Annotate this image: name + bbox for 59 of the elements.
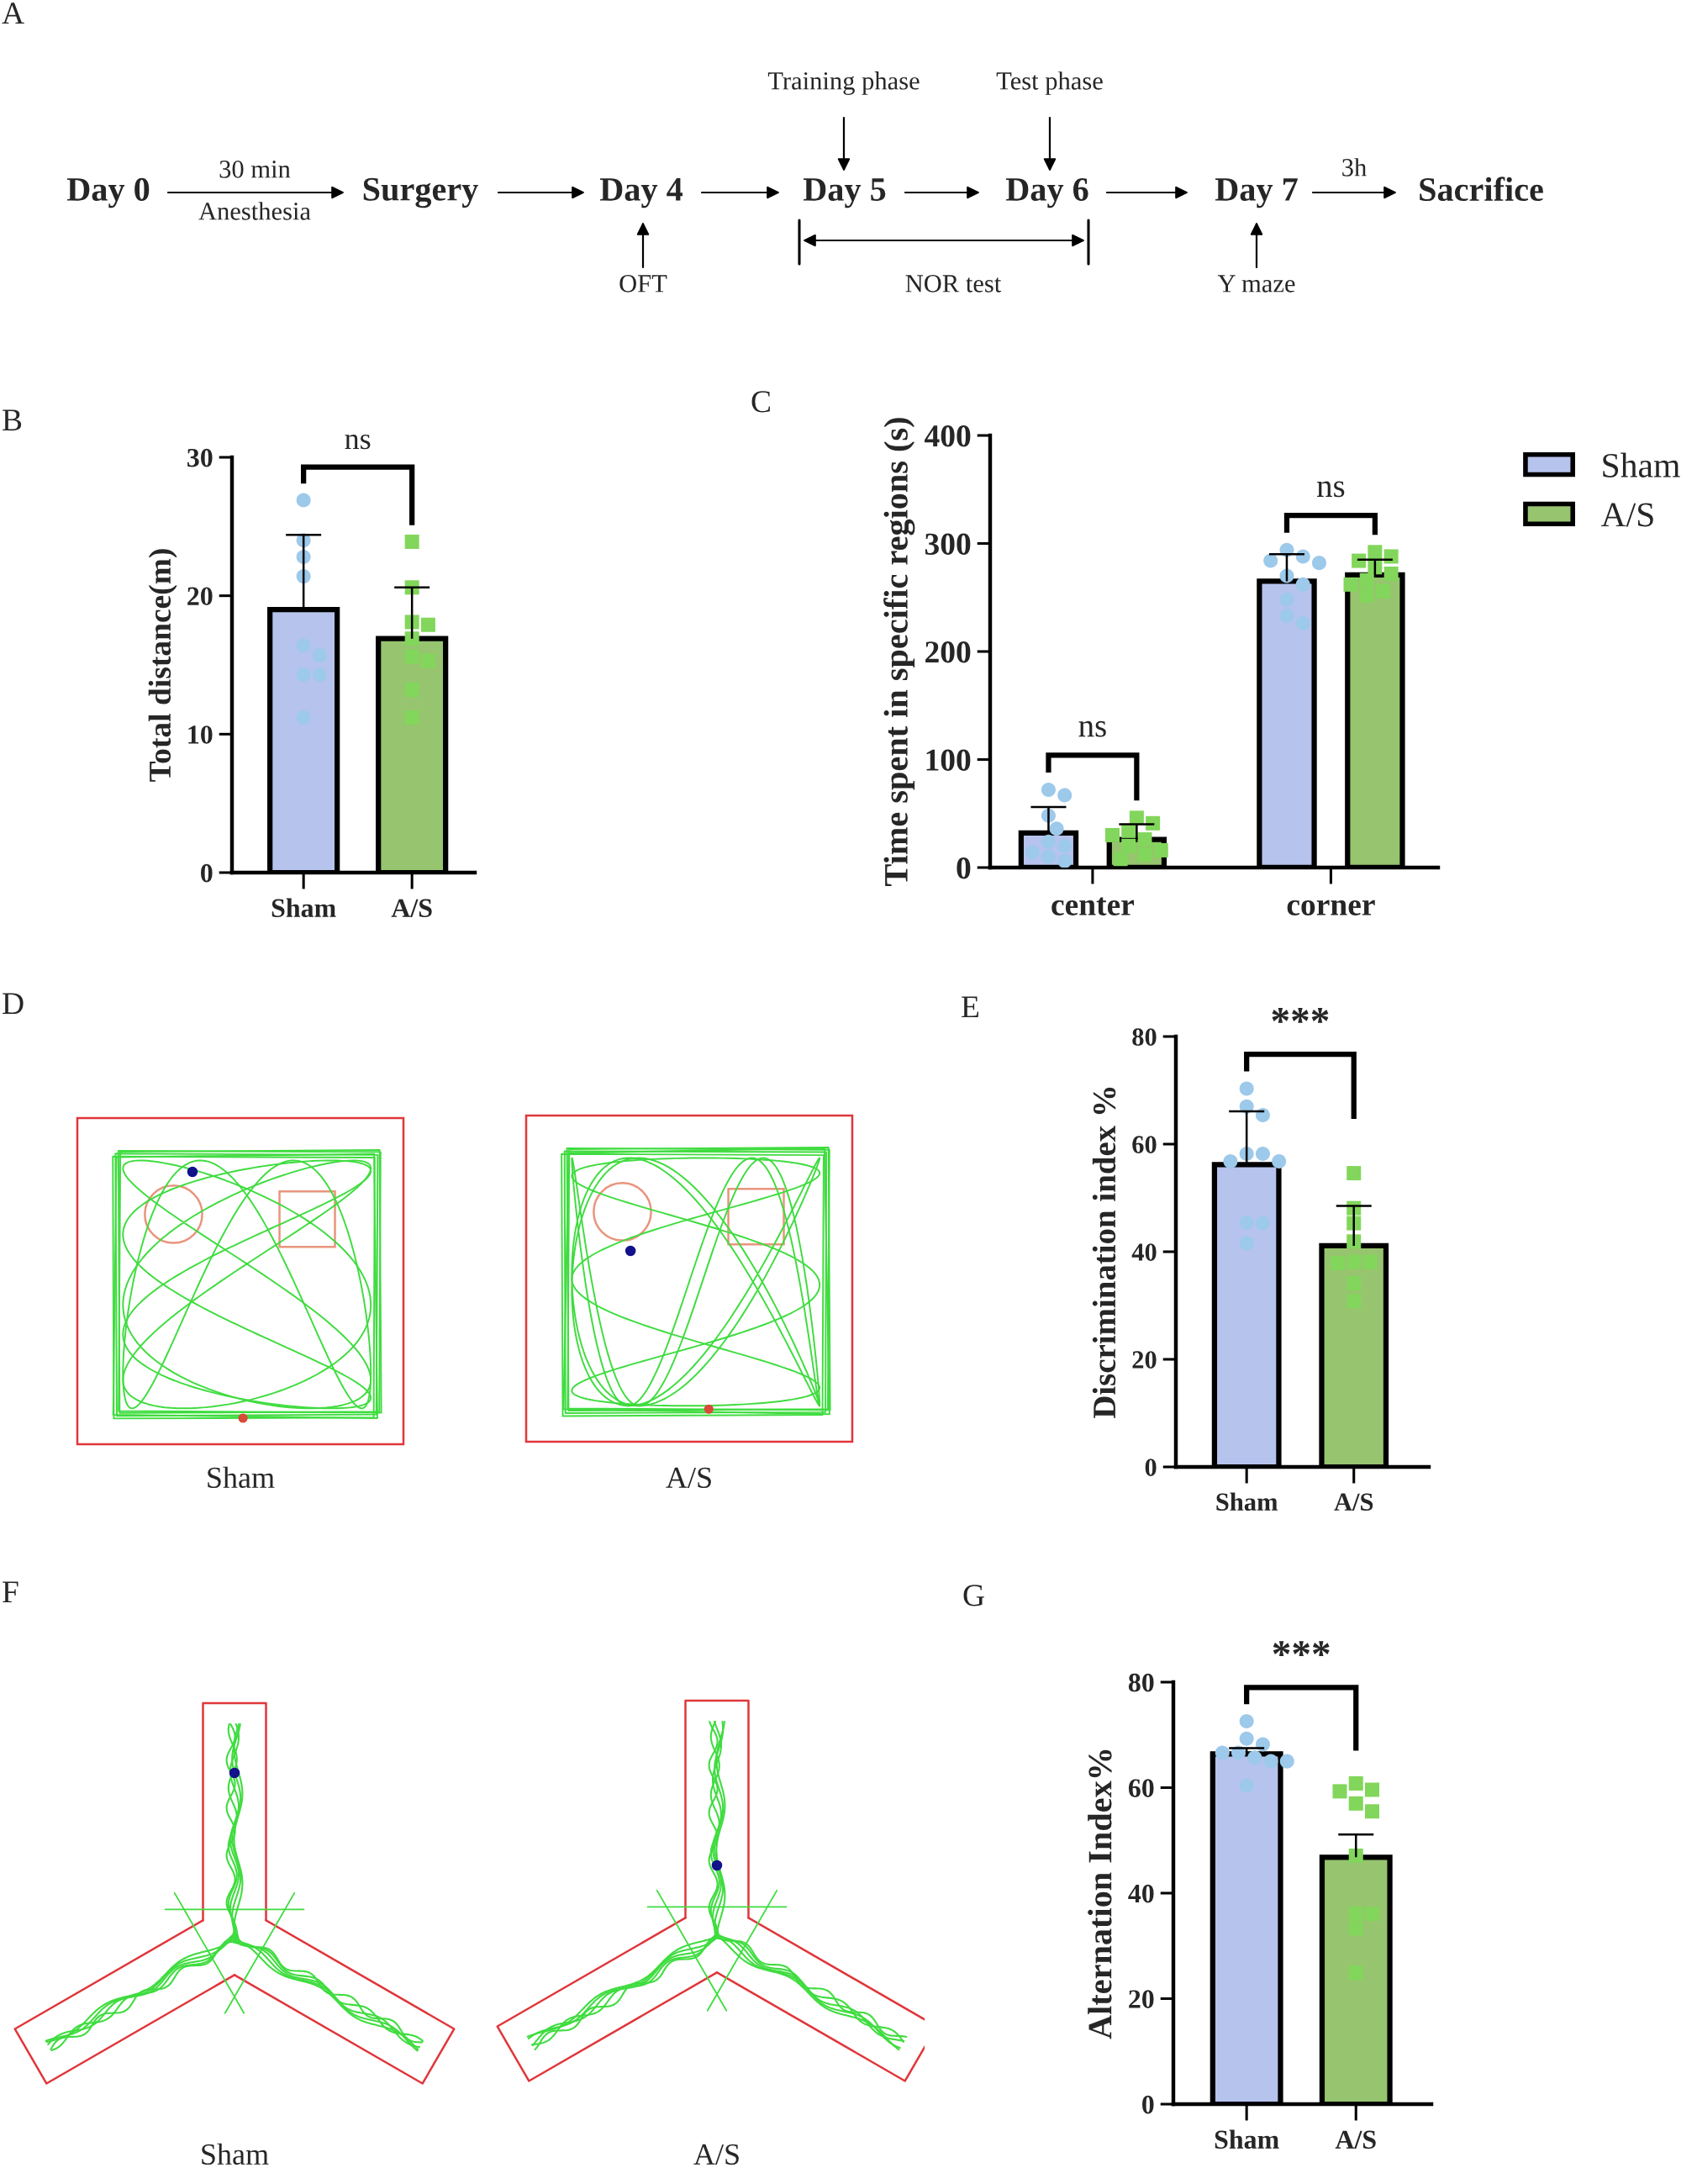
chart-title: B (3, 409, 22, 431)
text: A/S (693, 2144, 739, 2166)
y-tick-label: 0 (1142, 2095, 1154, 2114)
y-tick-label: 100 (926, 749, 971, 771)
y-tick-label: 300 (925, 533, 971, 555)
text: *** (1272, 1008, 1329, 1023)
chart-title: E (962, 996, 979, 1018)
legend-label: Sham (1603, 452, 1680, 477)
text: OFT (619, 275, 667, 293)
text: Sacrifice (1420, 177, 1543, 202)
text: 30 min (219, 161, 291, 178)
y-tick-label: 20 (1129, 1990, 1154, 2008)
chart-title: C (751, 391, 770, 413)
y-tick-label: 10 (188, 725, 213, 744)
x-tick-label: A/S (391, 899, 432, 918)
text: ns (345, 434, 371, 450)
y-tick-label: 20 (1132, 1351, 1157, 1369)
y-tick-label: 30 (187, 448, 213, 467)
text: Day 6 (1005, 177, 1088, 208)
text: Day 0 (66, 177, 150, 208)
text: Sham (208, 1466, 275, 1489)
x-tick-label: corner (1287, 899, 1375, 915)
y-tick-label: 60 (1128, 1779, 1154, 1797)
x-tick-label: Sham (271, 898, 336, 918)
y-tick-label: 40 (1128, 1884, 1154, 1903)
y-axis-title: Time spent in specific regions (s) (883, 418, 915, 886)
y-tick-label: 0 (201, 863, 213, 883)
y-tick-label: 40 (1131, 1243, 1157, 1261)
text: Day 7 (1215, 178, 1298, 208)
text: Test phase (996, 71, 1103, 95)
annotation: ns (1078, 720, 1106, 737)
text: Surgery (363, 177, 478, 208)
text: A/S (666, 1467, 711, 1489)
y-tick-label: 200 (925, 641, 971, 663)
text: *** (1273, 1641, 1330, 1656)
text: Training phase (767, 71, 920, 95)
text: D (3, 993, 24, 1015)
text: 3h (1342, 158, 1367, 177)
y-tick-label: 60 (1132, 1136, 1157, 1153)
legend-label: A/S (1600, 503, 1653, 527)
y-tick-label: 80 (1132, 1028, 1157, 1046)
text: NOR test (905, 275, 1002, 293)
y-axis-title: Discrimination index % (1092, 1087, 1116, 1419)
y-axis-title: Alternation Index% (1088, 1749, 1112, 2039)
text: Anesthesia (198, 202, 311, 220)
annotation: ns (1317, 481, 1345, 498)
y-tick-label: 400 (925, 425, 971, 447)
x-tick-label: center (1051, 897, 1135, 915)
y-tick-label: 0 (1145, 1459, 1157, 1476)
chart-title: G (963, 1585, 984, 1606)
y-tick-label: 0 (957, 857, 971, 879)
y-axis-title: Total distance(m) (148, 549, 177, 782)
y-tick-label: 20 (187, 587, 213, 606)
text: F (3, 1581, 18, 1603)
text: Day 4 (599, 178, 683, 208)
y-tick-label: 80 (1128, 1673, 1154, 1692)
text: A (2, 3, 24, 24)
text: Day 5 (803, 178, 886, 208)
text: Y maze (1217, 275, 1295, 293)
